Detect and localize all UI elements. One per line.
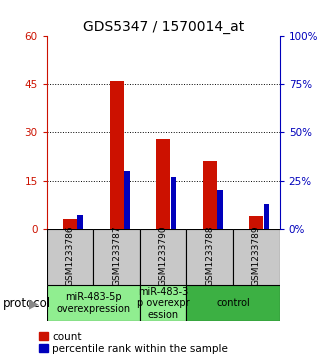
Bar (63, 219, 77, 229)
Bar (124, 171, 130, 229)
Bar (203, 161, 217, 229)
Bar (186, 229, 233, 285)
Bar (140, 229, 186, 285)
Bar (77, 215, 83, 229)
Text: GSM1233790: GSM1233790 (159, 225, 168, 286)
Bar (110, 81, 124, 229)
Bar (249, 216, 263, 229)
Bar (233, 229, 280, 285)
Text: protocol: protocol (3, 297, 52, 310)
Text: GSM1233786: GSM1233786 (65, 225, 75, 286)
Text: miR-483-3
p overexpr
ession: miR-483-3 p overexpr ession (137, 286, 189, 320)
Bar (93, 229, 140, 285)
Title: GDS5347 / 1570014_at: GDS5347 / 1570014_at (83, 20, 244, 34)
Text: control: control (216, 298, 250, 308)
Bar (186, 285, 280, 321)
Text: GSM1233789: GSM1233789 (252, 225, 261, 286)
Bar (140, 285, 186, 321)
Bar (47, 285, 140, 321)
Legend: count, percentile rank within the sample: count, percentile rank within the sample (39, 332, 228, 354)
Bar (156, 139, 170, 229)
Text: GSM1233787: GSM1233787 (112, 225, 121, 286)
Text: GSM1233788: GSM1233788 (205, 225, 214, 286)
Bar (217, 190, 223, 229)
Text: ▶: ▶ (29, 297, 38, 310)
Bar (264, 204, 269, 229)
Text: miR-483-5p
overexpression: miR-483-5p overexpression (56, 292, 130, 314)
Bar (170, 177, 176, 229)
Bar (47, 229, 93, 285)
